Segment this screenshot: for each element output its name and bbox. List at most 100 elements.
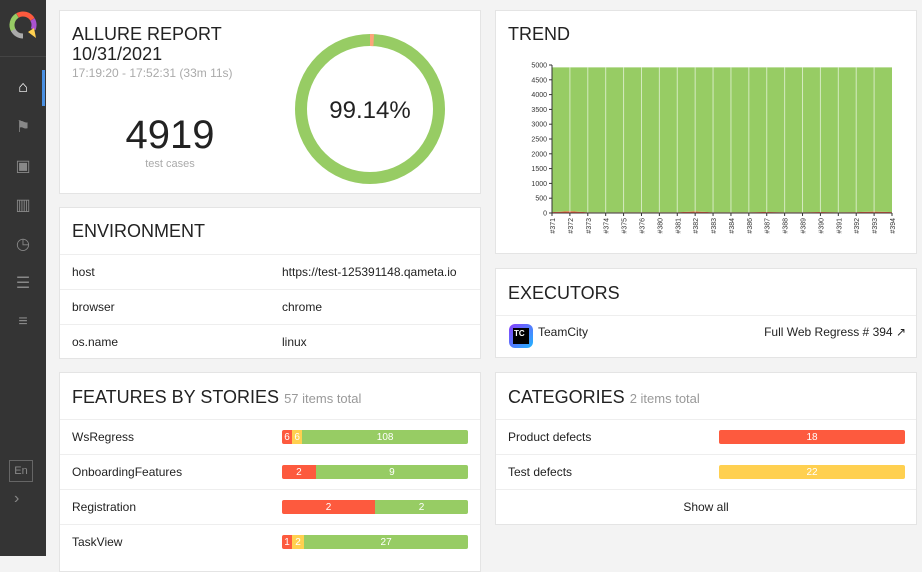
divider — [0, 56, 46, 57]
y-tick-label: 500 — [535, 196, 547, 203]
executors-widget: EXECUTORS TC TeamCity Full Web Regress #… — [495, 268, 917, 358]
x-tick-label: #382 — [693, 218, 700, 234]
feature-passed-segment: 9 — [315, 465, 468, 479]
feature-bar: 6 6 108 — [282, 430, 468, 444]
show-all-link[interactable]: Show all — [496, 489, 916, 524]
env-value: chrome — [282, 300, 323, 314]
success-percent: 99.14% — [329, 97, 411, 124]
x-tick-label: #393 — [872, 218, 879, 234]
feature-passed-segment: 2 — [375, 500, 468, 514]
env-row: os.name linux — [60, 324, 480, 359]
donut-failed — [295, 34, 445, 184]
categories-widget: CATEGORIES 2 items total Product defects… — [495, 372, 917, 525]
env-value: https://test-125391148.qameta.io — [282, 265, 457, 279]
nav-behaviors[interactable]: ☰ — [0, 265, 46, 301]
feature-failed-segment: 2 — [282, 465, 316, 479]
y-tick-label: 0 — [543, 211, 547, 218]
x-tick-label: #380 — [657, 218, 664, 234]
category-row[interactable]: Test defects 22 — [496, 454, 916, 489]
language-button[interactable]: En — [9, 460, 33, 482]
x-tick-label: #384 — [729, 218, 736, 234]
feature-failed-segment: 2 — [282, 500, 375, 514]
x-tick-label: #373 — [586, 218, 593, 234]
test-count-label: test cases — [145, 158, 195, 170]
y-tick-label: 5000 — [531, 63, 547, 70]
feature-name: TaskView — [72, 535, 123, 549]
allure-logo[interactable] — [8, 10, 38, 40]
x-tick-label: #388 — [783, 218, 790, 234]
nav-timeline[interactable]: ◷ — [0, 226, 46, 262]
nav-categories[interactable]: ⚑ — [0, 109, 46, 145]
feature-failed-segment: 6 — [282, 430, 293, 444]
feature-bar: 1 2 27 — [282, 535, 468, 549]
env-row: host https://test-125391148.qameta.io — [60, 254, 480, 289]
x-tick-label: #389 — [801, 218, 808, 234]
clock-icon: ◷ — [16, 236, 30, 253]
test-count: 4919 — [125, 113, 215, 157]
env-key: browser — [72, 300, 115, 314]
feature-name: WsRegress — [72, 430, 135, 444]
env-key: host — [72, 265, 95, 279]
y-tick-label: 1500 — [531, 166, 547, 173]
feature-row[interactable]: TaskView 1 2 27 — [60, 524, 480, 559]
report-date: 10/31/2021 — [72, 44, 163, 64]
feature-name: Registration — [72, 500, 137, 514]
feature-broken-segment: 6 — [292, 430, 303, 444]
x-tick-label: #372 — [568, 218, 575, 234]
env-row: browser chrome — [60, 289, 480, 324]
x-tick-label: #375 — [622, 218, 629, 234]
feature-row[interactable]: WsRegress 6 6 108 — [60, 419, 480, 454]
nav-packages[interactable]: ≡ — [0, 304, 46, 340]
y-tick-label: 3500 — [531, 107, 547, 114]
category-row[interactable]: Product defects 18 — [496, 419, 916, 454]
category-name: Test defects — [508, 465, 573, 479]
x-tick-label: #376 — [639, 218, 646, 234]
environment-title: ENVIRONMENT — [72, 221, 206, 241]
trend-area-passed — [552, 67, 892, 213]
features-total: 57 items total — [284, 391, 362, 406]
trend-title: TREND — [508, 24, 570, 44]
features-widget: FEATURES BY STORIES 57 items total WsReg… — [59, 372, 481, 572]
home-icon: ⌂ — [18, 79, 28, 96]
nav-suites[interactable]: ▣ — [0, 148, 46, 184]
executor-name: TeamCity — [538, 325, 589, 339]
x-tick-label: #392 — [854, 218, 861, 234]
nav-graphs[interactable]: ▥ — [0, 187, 46, 223]
category-name: Product defects — [508, 430, 592, 444]
nav-overview[interactable]: ⌂ — [0, 70, 46, 106]
x-tick-label: #383 — [711, 218, 718, 234]
teamcity-logo: TC — [509, 324, 533, 348]
category-bar: 22 — [719, 465, 905, 479]
expand-sidebar-button[interactable]: › — [14, 490, 20, 507]
features-title: FEATURES BY STORIES — [72, 387, 280, 407]
x-tick-label: #390 — [818, 218, 825, 234]
env-key: os.name — [72, 335, 119, 349]
x-tick-label: #391 — [836, 218, 843, 234]
y-tick-label: 3000 — [531, 122, 547, 129]
x-tick-label: #374 — [604, 218, 611, 234]
executor-build-link[interactable]: Full Web Regress # 394 ↗ — [764, 325, 906, 339]
x-tick-label: #394 — [890, 218, 897, 234]
align-left-icon: ≡ — [18, 313, 28, 330]
categories-total: 2 items total — [629, 391, 700, 406]
feature-failed-segment: 1 — [282, 535, 293, 549]
y-tick-label: 1000 — [531, 181, 547, 188]
list-icon: ☰ — [15, 275, 31, 292]
feature-broken-segment: 2 — [292, 535, 305, 549]
y-tick-label: 4000 — [531, 92, 547, 99]
flag-icon: ⚑ — [15, 119, 31, 136]
x-tick-label: #381 — [675, 218, 682, 234]
trend-widget: TREND #371 #372 #373 #374 #375 #376 #380 #381 #3… — [495, 10, 917, 254]
report-time: 17:19:20 - 17:52:31 (33m 11s) — [72, 66, 233, 80]
bar-chart-icon: ▥ — [15, 197, 31, 214]
x-tick-label: #371 — [550, 218, 557, 234]
success-donut — [295, 34, 445, 184]
summary-widget: ALLURE REPORT 10/31/2021 17:19:20 - 17:5… — [59, 10, 481, 194]
sidebar: ⌂ ⚑ ▣ ▥ ◷ ☰ ≡ En › — [0, 0, 46, 556]
y-tick-label: 2500 — [531, 137, 547, 144]
feature-row[interactable]: OnboardingFeatures 2 9 — [60, 454, 480, 489]
x-tick-label: #386 — [747, 218, 754, 234]
feature-row[interactable]: Registration 2 2 — [60, 489, 480, 524]
y-tick-label: 2000 — [531, 151, 547, 158]
